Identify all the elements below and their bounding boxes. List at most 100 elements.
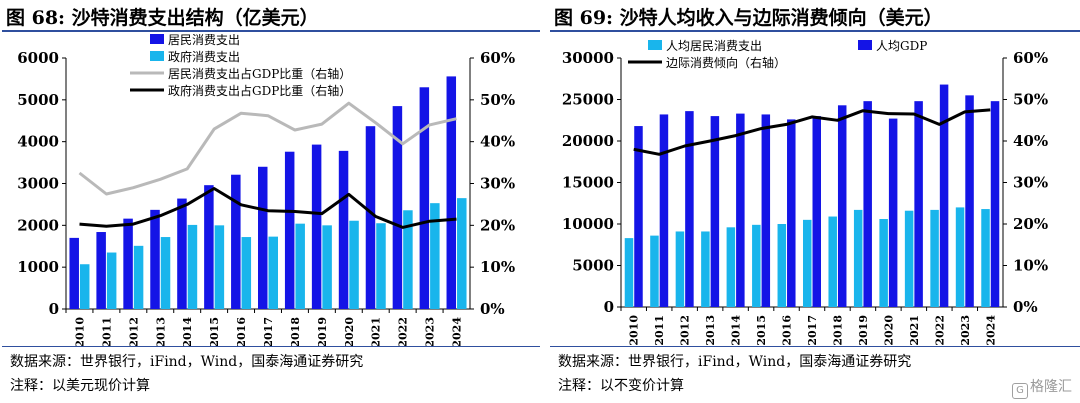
x-tick-label: 2010 <box>628 315 641 346</box>
y-tick-label: 0 <box>49 300 59 318</box>
y-tick-label: 0 <box>604 298 614 316</box>
y-tick-label: 1000 <box>17 258 59 276</box>
y-tick-label: 30000 <box>562 49 614 67</box>
bar <box>726 227 736 307</box>
bar <box>904 210 914 307</box>
bar <box>403 210 413 309</box>
x-tick-label: 2023 <box>959 315 972 346</box>
bar <box>392 106 403 309</box>
bar <box>812 116 821 307</box>
x-tick-label: 2021 <box>370 317 383 346</box>
bar <box>930 209 939 307</box>
x-tick-label: 2011 <box>653 315 666 346</box>
x-tick-label: 2022 <box>933 315 946 346</box>
bar <box>752 224 761 307</box>
y2-tick-label: 10% <box>1013 257 1048 275</box>
bar <box>990 101 1000 307</box>
bar <box>295 223 305 309</box>
y-tick-label: 3000 <box>17 175 59 193</box>
bar <box>419 87 430 310</box>
bar <box>787 119 796 307</box>
series-line <box>79 187 457 229</box>
legend-label: 人均GDP <box>876 39 927 53</box>
bar <box>761 114 771 307</box>
bar <box>365 126 376 310</box>
x-tick-label: 2013 <box>154 317 167 346</box>
bar <box>803 219 812 307</box>
chart-plot-income-propensity: 0 5000 10000 15000 20000 25000 30000 0% 10% 20% 30… <box>562 39 1048 346</box>
x-tick-label: 2019 <box>857 315 870 346</box>
y2-tick-label: 20% <box>480 216 515 234</box>
legend-label: 政府消费支出占GDP比重（右轴） <box>168 83 351 98</box>
bar <box>853 209 863 307</box>
legend-label: 人均居民消费支出 <box>666 39 762 53</box>
x-tick-label: 2014 <box>730 315 743 346</box>
x-tick-label: 2017 <box>262 317 275 346</box>
comment-note: 注释：以美元现价计算 <box>10 378 150 394</box>
y2-tick-label: 60% <box>480 49 515 67</box>
y2-tick-label: 60% <box>1013 49 1048 67</box>
bar <box>160 237 171 309</box>
bar <box>888 118 898 307</box>
bar <box>177 198 187 309</box>
title-bar: 图 69: 沙特人均收入与边际消费倾向（美元） <box>550 0 1080 32</box>
divider <box>2 346 540 347</box>
x-tick-label: 2024 <box>984 315 997 346</box>
series-line <box>633 108 991 156</box>
y2-tick-label: 30% <box>480 175 515 193</box>
bar <box>955 207 965 307</box>
chart-title: 图 69: 沙特人均收入与边际消费倾向（美元） <box>554 7 943 29</box>
bar <box>338 150 349 309</box>
title-bar: 图 68: 沙特消费支出结构（亿美元） <box>2 0 540 32</box>
bar <box>322 225 332 309</box>
y-tick-label: 2000 <box>17 216 59 234</box>
source-note: 数据来源：世界银行，iFind，Wind，国泰海通证券研究 <box>558 354 912 370</box>
x-tick-label: 2015 <box>755 315 768 346</box>
y2-tick-label: 50% <box>480 91 515 109</box>
x-tick-label: 2020 <box>343 317 356 346</box>
legend-label: 居民消费支出占GDP比重（右轴） <box>168 66 351 81</box>
comment-note: 注释：以不变价计算 <box>558 378 684 394</box>
bar <box>634 126 643 307</box>
bar <box>828 216 837 307</box>
bar <box>710 116 720 307</box>
x-tick-label: 2019 <box>316 317 329 346</box>
x-tick-label: 2012 <box>127 317 140 346</box>
bar <box>150 209 160 309</box>
bar <box>457 198 467 309</box>
chart-title: 图 68: 沙特消费支出结构（亿美元） <box>6 7 319 29</box>
x-tick-label: 2023 <box>424 317 437 346</box>
x-tick-label: 2017 <box>806 315 819 346</box>
bar <box>446 76 457 309</box>
y2-tick-label: 40% <box>1013 132 1048 150</box>
watermark-text: 格隆汇 <box>1030 379 1072 395</box>
bar <box>69 237 79 309</box>
x-tick-label: 2013 <box>704 315 717 346</box>
x-tick-label: 2012 <box>679 315 692 346</box>
bar <box>79 264 90 309</box>
bar <box>187 224 198 309</box>
x-tick-label: 2011 <box>100 317 113 346</box>
gelonghui-logo-icon: G <box>1012 383 1028 399</box>
bar <box>659 114 669 307</box>
bar <box>914 101 923 307</box>
bar <box>376 223 386 309</box>
x-tick-label: 2016 <box>235 317 248 346</box>
y2-tick-label: 20% <box>1013 215 1048 233</box>
x-tick-label: 2010 <box>73 317 86 346</box>
bar <box>701 231 710 307</box>
bar <box>133 245 144 309</box>
y2-tick-label: 30% <box>1013 174 1048 192</box>
x-tick-label: 2016 <box>781 315 794 346</box>
x-tick-label: 2015 <box>208 317 221 346</box>
chart-panel-68: 图 68: 沙特消费支出结构（亿美元） 0 1000 2000 3000 4000 500… <box>2 0 540 394</box>
y2-tick-label: 40% <box>480 133 515 151</box>
bar <box>284 151 295 309</box>
y-tick-label: 6000 <box>17 49 59 67</box>
bar <box>624 238 634 307</box>
x-tick-label: 2018 <box>289 317 302 346</box>
bar <box>268 236 278 309</box>
legend-label: 政府消费支出 <box>168 49 240 64</box>
bar <box>650 235 659 307</box>
x-tick-label: 2022 <box>397 317 410 346</box>
